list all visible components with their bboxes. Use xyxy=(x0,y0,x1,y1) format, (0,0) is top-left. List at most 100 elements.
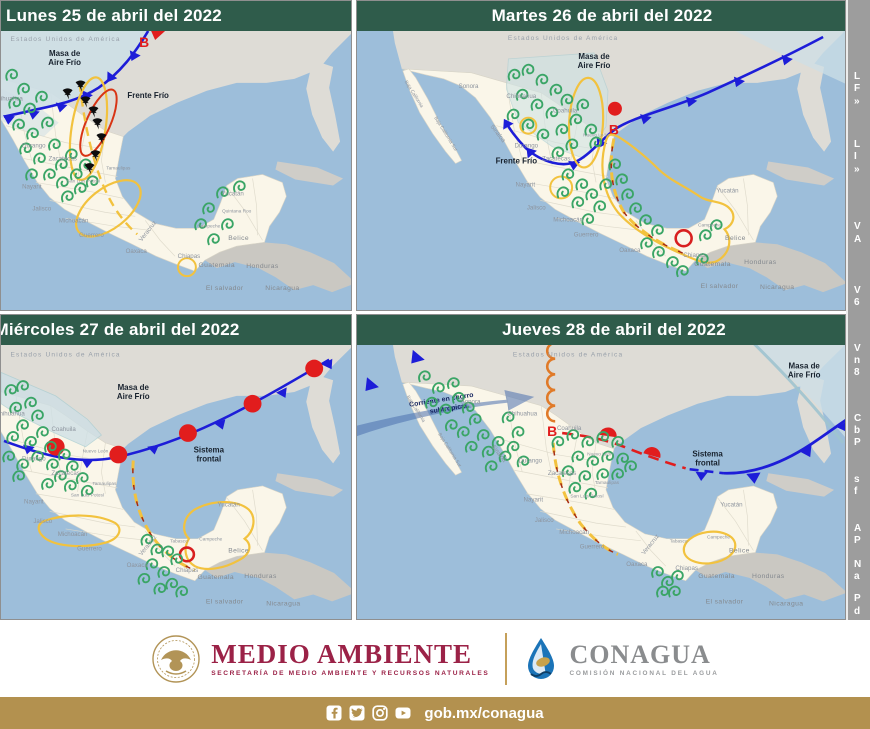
legend-fragment: V xyxy=(854,343,861,354)
svg-text:Coahuila: Coahuila xyxy=(51,426,76,433)
legend-fragment: P xyxy=(854,593,861,604)
panel-title: Martes 26 de abril del 2022 xyxy=(491,6,713,25)
svg-text:San Luis Potosí: San Luis Potosí xyxy=(570,494,604,500)
panel-title: Miércoles 27 de abril del 2022 xyxy=(1,320,240,339)
front-label: Sistema xyxy=(194,446,225,455)
legend-fragment: b xyxy=(854,425,861,436)
svg-text:Coahuila: Coahuila xyxy=(553,108,578,115)
footer-divider xyxy=(505,632,508,685)
weather-map-monday: B Estados Unidos de Amé xyxy=(1,31,351,310)
svg-text:Guerrero: Guerrero xyxy=(574,231,599,238)
svg-text:Tamaulipas: Tamaulipas xyxy=(106,165,131,171)
forecast-panel-wednesday: Miércoles 27 de abril del 2022 xyxy=(0,314,352,620)
country-label: Estados Unidos de América xyxy=(508,35,618,42)
low-pressure-icon: B xyxy=(547,423,557,439)
svg-text:Yucatán: Yucatán xyxy=(222,190,245,197)
semarnat-logo-block: MEDIO AMBIENTE SECRETARÍA DE MEDIO AMBIE… xyxy=(151,634,489,684)
svg-text:Jalisco: Jalisco xyxy=(33,518,52,525)
svg-text:Guatemala: Guatemala xyxy=(694,261,731,268)
air-mass-label: Aire Frío xyxy=(48,58,81,67)
svg-text:Guerrero: Guerrero xyxy=(580,544,605,551)
svg-text:Honduras: Honduras xyxy=(752,573,785,580)
storm-area-outline xyxy=(68,76,109,181)
legend-fragment: F xyxy=(854,83,861,94)
low-pressure-icon: B xyxy=(139,34,149,50)
conagua-water-drop-logo xyxy=(528,637,555,679)
svg-text:Nicaragua: Nicaragua xyxy=(265,285,299,292)
svg-text:Michoacán: Michoacán xyxy=(58,531,88,538)
svg-text:Yucatán: Yucatán xyxy=(716,187,739,194)
twitter-icon[interactable] xyxy=(349,705,365,721)
air-mass-label: Aire Frío xyxy=(117,392,150,401)
svg-text:Nicaragua: Nicaragua xyxy=(769,600,803,607)
legend-fragment: n xyxy=(854,355,861,366)
svg-text:Tabasco: Tabasco xyxy=(670,539,688,545)
country-label: Estados Unidos de América xyxy=(10,352,120,359)
svg-text:Honduras: Honduras xyxy=(246,263,279,270)
weather-map-tuesday: B xyxy=(357,31,845,310)
trough-line xyxy=(551,442,619,556)
forecast-panel-thursday: Jueves 28 de abril del 2022 Corriente en… xyxy=(356,314,846,620)
svg-text:Quintana Roo: Quintana Roo xyxy=(222,208,252,214)
front-label: Sistema xyxy=(692,450,723,459)
rain-area-outline xyxy=(519,116,538,135)
forecast-panel-tuesday: Martes 26 de abril del 2022 xyxy=(356,0,846,311)
svg-text:Jalisco: Jalisco xyxy=(32,205,51,212)
air-mass-label: Masa de xyxy=(118,383,150,392)
svg-text:Nayarit: Nayarit xyxy=(524,497,544,504)
cold-front-line xyxy=(498,35,824,171)
instagram-icon[interactable] xyxy=(372,705,389,721)
cold-front-line xyxy=(689,419,845,485)
svg-text:Chihuahua: Chihuahua xyxy=(507,411,537,418)
svg-text:Nicaragua: Nicaragua xyxy=(760,284,794,291)
svg-text:Durango: Durango xyxy=(518,457,542,464)
legend-fragment: A xyxy=(854,234,862,245)
svg-text:Belice: Belice xyxy=(228,235,249,242)
legend-fragment: P xyxy=(854,437,861,448)
svg-text:Durango: Durango xyxy=(514,143,538,150)
svg-text:Nayarit: Nayarit xyxy=(516,181,536,188)
legend-fragment: d xyxy=(854,606,861,617)
panel-title-bar: Martes 26 de abril del 2022 xyxy=(357,1,845,31)
youtube-icon[interactable] xyxy=(395,705,411,721)
conagua-logo-block: CONAGUA COMISIÓN NACIONAL DEL AGUA xyxy=(523,636,718,682)
front-label: Frente Frío xyxy=(496,157,538,166)
facebook-icon[interactable] xyxy=(326,705,342,721)
legend-fragment: s xyxy=(854,474,860,485)
rain-area-outline xyxy=(176,257,197,278)
svg-text:Chihuahua: Chihuahua xyxy=(506,93,536,100)
svg-text:Tamaulipas: Tamaulipas xyxy=(92,481,117,487)
legend-sidebar: L F » L I » V A V 6 V n 8 C b P s f A P … xyxy=(846,0,870,620)
rain-area-outline xyxy=(75,179,142,238)
legend-fragment: a xyxy=(854,571,860,582)
svg-text:Chihuahua: Chihuahua xyxy=(1,96,23,103)
svg-text:Zacatecas: Zacatecas xyxy=(51,470,79,477)
svg-text:El salvador: El salvador xyxy=(701,283,739,290)
rain-area-outline xyxy=(601,133,735,264)
svg-text:Nicaragua: Nicaragua xyxy=(266,600,300,607)
svg-text:Chiapas: Chiapas xyxy=(176,567,199,574)
svg-text:Guatemala: Guatemala xyxy=(197,574,234,581)
svg-text:Chihuahua: Chihuahua xyxy=(1,410,25,417)
cold-air-mass-area xyxy=(754,345,845,438)
institutional-footer: MEDIO AMBIENTE SECRETARÍA DE MEDIO AMBIE… xyxy=(0,620,870,697)
country-label: Estados Unidos de América xyxy=(11,36,121,43)
air-mass-label: Masa de xyxy=(578,52,610,61)
panel-title-bar: Jueves 28 de abril del 2022 xyxy=(357,315,845,345)
svg-text:Nuevo León: Nuevo León xyxy=(583,133,609,139)
legend-fragment: V xyxy=(854,285,861,296)
mexico-coat-of-arms-logo xyxy=(152,634,200,683)
legend-fragment: » xyxy=(854,96,860,107)
svg-text:Campeche: Campeche xyxy=(197,223,220,229)
svg-text:Nuevo León: Nuevo León xyxy=(83,449,109,455)
svg-text:Zacatecas: Zacatecas xyxy=(548,470,576,477)
legend-fragment: N xyxy=(854,559,862,570)
svg-text:Durango: Durango xyxy=(22,456,46,463)
semarnat-title: MEDIO AMBIENTE xyxy=(211,639,473,669)
svg-text:Nuevo León: Nuevo León xyxy=(587,452,613,458)
svg-text:Nayarit: Nayarit xyxy=(24,499,44,506)
svg-text:Jalisco: Jalisco xyxy=(535,517,554,524)
svg-text:Campeche: Campeche xyxy=(199,537,222,543)
svg-text:Chiapas: Chiapas xyxy=(178,253,201,260)
gob-mx-link[interactable]: gob.mx/conagua xyxy=(424,704,544,722)
